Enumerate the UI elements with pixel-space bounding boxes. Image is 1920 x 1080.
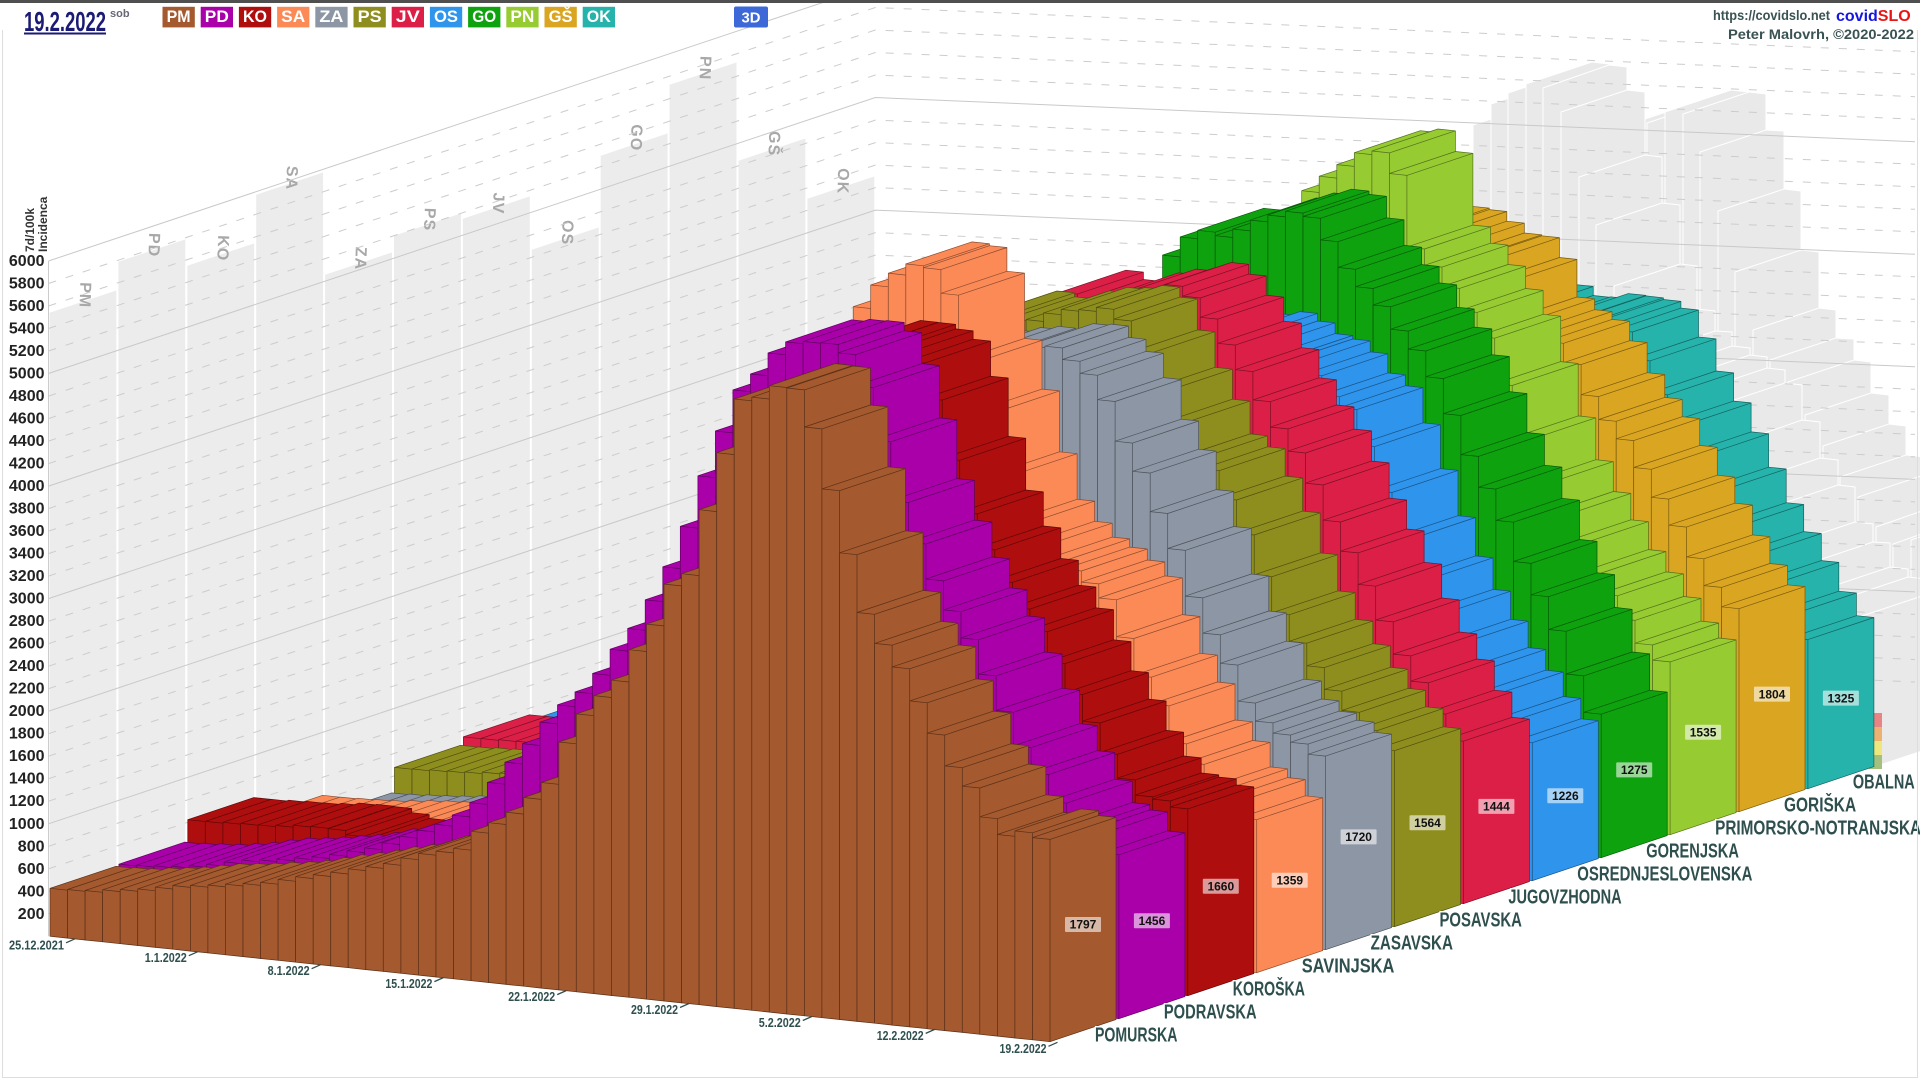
svg-text:GO: GO bbox=[627, 124, 645, 151]
svg-text:12.2.2022: 12.2.2022 bbox=[877, 1028, 924, 1043]
svg-text:3600: 3600 bbox=[9, 523, 45, 540]
svg-text:OSREDNJESLOVENSKA: OSREDNJESLOVENSKA bbox=[1577, 864, 1752, 886]
svg-text:19.2.2022: 19.2.2022 bbox=[24, 6, 106, 37]
svg-text:PS: PS bbox=[420, 208, 438, 232]
svg-text:KO: KO bbox=[243, 8, 267, 26]
svg-text:GO: GO bbox=[472, 8, 496, 26]
svg-text:3200: 3200 bbox=[9, 568, 45, 585]
svg-text:PD: PD bbox=[144, 233, 162, 258]
svg-text:2200: 2200 bbox=[9, 681, 45, 698]
svg-text:1600: 1600 bbox=[9, 748, 45, 765]
svg-text:SA: SA bbox=[281, 8, 305, 26]
svg-text:GŠ: GŠ bbox=[765, 131, 785, 157]
svg-text:JV: JV bbox=[489, 192, 507, 214]
svg-text:25.12.2021: 25.12.2021 bbox=[9, 937, 64, 952]
svg-text:PRIMORSKO-NOTRANJSKA: PRIMORSKO-NOTRANJSKA bbox=[1715, 818, 1920, 840]
svg-text:1804: 1804 bbox=[1759, 687, 1786, 701]
svg-text:15.1.2022: 15.1.2022 bbox=[385, 976, 432, 991]
svg-text:29.1.2022: 29.1.2022 bbox=[631, 1002, 678, 1017]
svg-text:PN: PN bbox=[696, 56, 714, 81]
svg-text:2000: 2000 bbox=[9, 703, 45, 720]
svg-text:ZASAVSKA: ZASAVSKA bbox=[1371, 933, 1453, 955]
svg-text:sob: sob bbox=[110, 8, 130, 20]
svg-text:1000: 1000 bbox=[9, 816, 45, 833]
svg-text:POSAVSKA: POSAVSKA bbox=[1440, 910, 1522, 932]
svg-text:3800: 3800 bbox=[9, 501, 45, 518]
svg-text:200: 200 bbox=[18, 906, 45, 923]
svg-text:PODRAVSKA: PODRAVSKA bbox=[1164, 1002, 1257, 1024]
svg-text:1359: 1359 bbox=[1276, 873, 1303, 887]
svg-text:4000: 4000 bbox=[9, 478, 45, 495]
svg-text:ZA: ZA bbox=[351, 247, 369, 271]
svg-text:1226: 1226 bbox=[1552, 789, 1579, 803]
svg-text:600: 600 bbox=[18, 861, 45, 878]
svg-text:1.1.2022: 1.1.2022 bbox=[145, 950, 187, 965]
svg-text:1456: 1456 bbox=[1139, 914, 1166, 928]
svg-text:8.1.2022: 8.1.2022 bbox=[268, 963, 310, 978]
svg-text:400: 400 bbox=[18, 883, 45, 900]
svg-text:SA: SA bbox=[282, 166, 300, 191]
svg-text:3400: 3400 bbox=[9, 546, 45, 563]
svg-text:JUGOVZHODNA: JUGOVZHODNA bbox=[1508, 887, 1621, 909]
svg-text:1400: 1400 bbox=[9, 771, 45, 788]
svg-text:1200: 1200 bbox=[9, 793, 45, 810]
svg-text:4800: 4800 bbox=[9, 388, 45, 405]
svg-text:1800: 1800 bbox=[9, 726, 45, 743]
svg-text:1720: 1720 bbox=[1345, 830, 1372, 844]
svg-text:PN: PN bbox=[510, 8, 534, 26]
svg-text:1535: 1535 bbox=[1690, 726, 1717, 740]
svg-text:5200: 5200 bbox=[9, 343, 45, 360]
svg-text:4400: 4400 bbox=[9, 433, 45, 450]
svg-text:800: 800 bbox=[18, 838, 45, 855]
svg-text:2400: 2400 bbox=[9, 658, 45, 675]
svg-text:3000: 3000 bbox=[9, 591, 45, 608]
svg-text:OBALNA: OBALNA bbox=[1853, 772, 1915, 794]
svg-text:5600: 5600 bbox=[9, 298, 45, 315]
svg-text:2800: 2800 bbox=[9, 613, 45, 630]
svg-text:https://covidslo.net: https://covidslo.net bbox=[1713, 7, 1830, 23]
svg-text:ZA: ZA bbox=[319, 8, 343, 26]
svg-text:1564: 1564 bbox=[1414, 816, 1441, 830]
svg-text:6000: 6000 bbox=[9, 253, 45, 270]
svg-text:OK: OK bbox=[833, 168, 851, 195]
svg-text:PM: PM bbox=[76, 282, 94, 309]
svg-text:Incidenca: Incidenca bbox=[36, 196, 50, 252]
svg-text:1660: 1660 bbox=[1207, 880, 1234, 894]
svg-text:KOROŠKA: KOROŠKA bbox=[1233, 977, 1305, 1001]
svg-text:SAVINJSKA: SAVINJSKA bbox=[1302, 956, 1395, 978]
svg-text:OS: OS bbox=[434, 8, 458, 26]
svg-text:3D: 3D bbox=[742, 10, 761, 27]
svg-text:GORENJSKA: GORENJSKA bbox=[1646, 841, 1739, 863]
svg-text:22.1.2022: 22.1.2022 bbox=[508, 989, 555, 1004]
svg-text:covidSLO: covidSLO bbox=[1836, 8, 1911, 25]
svg-text:OS: OS bbox=[558, 220, 576, 246]
svg-text:5.2.2022: 5.2.2022 bbox=[759, 1015, 801, 1030]
svg-text:5800: 5800 bbox=[9, 276, 45, 293]
svg-text:2600: 2600 bbox=[9, 636, 45, 653]
svg-text:PM: PM bbox=[167, 8, 191, 26]
svg-text:1275: 1275 bbox=[1621, 763, 1648, 777]
svg-text:1325: 1325 bbox=[1828, 691, 1855, 705]
svg-text:OK: OK bbox=[587, 8, 611, 26]
svg-text:19.2.2022: 19.2.2022 bbox=[1000, 1041, 1047, 1056]
svg-text:4600: 4600 bbox=[9, 411, 45, 428]
svg-text:GŠ: GŠ bbox=[549, 7, 573, 26]
svg-text:4200: 4200 bbox=[9, 456, 45, 473]
svg-text:1797: 1797 bbox=[1070, 918, 1097, 932]
svg-text:PS: PS bbox=[358, 8, 382, 26]
svg-text:GORIŠKA: GORIŠKA bbox=[1784, 793, 1856, 817]
svg-text:7d/100k: 7d/100k bbox=[23, 208, 37, 252]
svg-text:POMURSKA: POMURSKA bbox=[1095, 1025, 1177, 1047]
svg-text:PD: PD bbox=[205, 8, 229, 26]
svg-text:Peter Malovrh, ©2020-2022: Peter Malovrh, ©2020-2022 bbox=[1728, 27, 1914, 42]
svg-text:5400: 5400 bbox=[9, 321, 45, 338]
svg-text:1444: 1444 bbox=[1483, 800, 1510, 814]
svg-text:JV: JV bbox=[396, 8, 420, 26]
svg-text:5000: 5000 bbox=[9, 366, 45, 383]
